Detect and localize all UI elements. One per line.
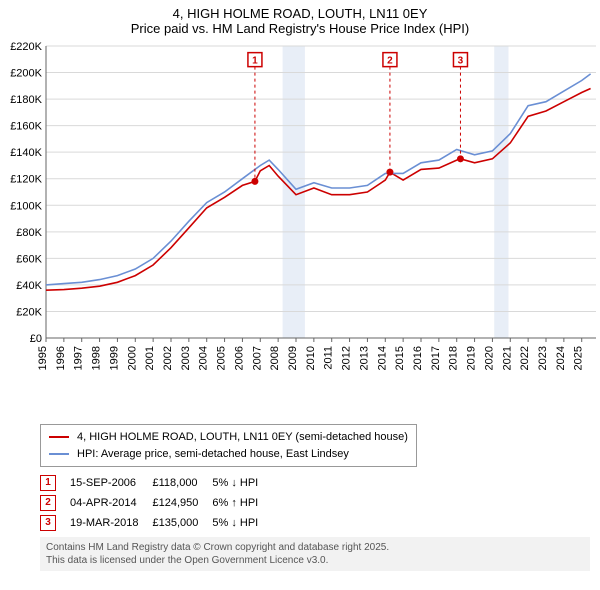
event-price: £135,000: [152, 513, 212, 533]
svg-text:2013: 2013: [358, 346, 370, 370]
svg-text:£220K: £220K: [10, 41, 42, 53]
svg-text:2005: 2005: [216, 346, 228, 370]
chart-container: 4, HIGH HOLME ROAD, LOUTH, LN11 0EY Pric…: [0, 0, 600, 590]
svg-text:2015: 2015: [394, 346, 406, 370]
event-row: 1 15-SEP-2006 £118,000 5% ↓ HPI: [40, 473, 272, 493]
svg-text:2025: 2025: [573, 346, 585, 370]
event-delta: 6% ↑ HPI: [212, 493, 272, 513]
svg-text:2012: 2012: [341, 346, 353, 370]
event-marker-3: 3: [40, 515, 56, 531]
svg-text:2018: 2018: [448, 346, 460, 370]
svg-text:£0: £0: [30, 333, 42, 345]
svg-text:£180K: £180K: [10, 94, 42, 106]
svg-text:2016: 2016: [412, 346, 424, 370]
svg-text:2006: 2006: [233, 346, 245, 370]
title-block: 4, HIGH HOLME ROAD, LOUTH, LN11 0EY Pric…: [0, 0, 600, 38]
event-date: 19-MAR-2018: [70, 513, 152, 533]
event-marker-1: 1: [40, 475, 56, 491]
svg-text:£40K: £40K: [16, 280, 42, 292]
license-notice: Contains HM Land Registry data © Crown c…: [40, 537, 590, 571]
svg-text:1999: 1999: [108, 346, 120, 370]
svg-text:2011: 2011: [323, 346, 335, 370]
event-price: £124,950: [152, 493, 212, 513]
svg-text:£20K: £20K: [16, 306, 42, 318]
svg-text:2004: 2004: [198, 346, 210, 370]
line-chart-svg: £0 £20K £40K £60K £80K £100K £120K £140K £160K £1…: [0, 38, 600, 418]
event-delta: 5% ↓ HPI: [212, 473, 272, 493]
title-subtitle: Price paid vs. HM Land Registry's House …: [0, 21, 600, 36]
svg-text:2010: 2010: [305, 346, 317, 370]
legend-item: 4, HIGH HOLME ROAD, LOUTH, LN11 0EY (sem…: [49, 429, 408, 446]
license-line: This data is licensed under the Open Gov…: [46, 554, 584, 567]
svg-text:£80K: £80K: [16, 227, 42, 239]
svg-text:2007: 2007: [251, 346, 263, 370]
svg-text:2: 2: [387, 56, 393, 67]
legend-swatch: [49, 453, 69, 455]
svg-text:1995: 1995: [37, 346, 49, 370]
svg-text:£140K: £140K: [10, 147, 42, 159]
license-line: Contains HM Land Registry data © Crown c…: [46, 541, 584, 554]
event-delta: 5% ↓ HPI: [212, 513, 272, 533]
events-table: 1 15-SEP-2006 £118,000 5% ↓ HPI 2 04-APR…: [40, 473, 590, 533]
svg-text:1996: 1996: [55, 346, 67, 370]
legend-label: 4, HIGH HOLME ROAD, LOUTH, LN11 0EY (sem…: [77, 429, 408, 446]
svg-text:2000: 2000: [126, 346, 138, 370]
svg-text:£100K: £100K: [10, 200, 42, 212]
svg-text:2019: 2019: [466, 346, 478, 370]
svg-text:2024: 2024: [555, 346, 567, 370]
svg-text:2022: 2022: [519, 346, 531, 370]
event-price: £118,000: [152, 473, 212, 493]
svg-text:2001: 2001: [144, 346, 156, 370]
svg-text:2014: 2014: [376, 346, 388, 370]
legend-item: HPI: Average price, semi-detached house,…: [49, 446, 408, 463]
svg-text:2020: 2020: [483, 346, 495, 370]
svg-text:£120K: £120K: [10, 174, 42, 186]
svg-text:£60K: £60K: [16, 253, 42, 265]
svg-text:£160K: £160K: [10, 121, 42, 133]
svg-text:3: 3: [458, 56, 464, 67]
svg-text:2021: 2021: [501, 346, 513, 370]
svg-text:1998: 1998: [91, 346, 103, 370]
event-date: 04-APR-2014: [70, 493, 152, 513]
svg-text:2009: 2009: [287, 346, 299, 370]
svg-text:1: 1: [252, 56, 258, 67]
svg-text:2003: 2003: [180, 346, 192, 370]
event-row: 2 04-APR-2014 £124,950 6% ↑ HPI: [40, 493, 272, 513]
title-address: 4, HIGH HOLME ROAD, LOUTH, LN11 0EY: [0, 6, 600, 21]
svg-text:2008: 2008: [269, 346, 281, 370]
event-row: 3 19-MAR-2018 £135,000 5% ↓ HPI: [40, 513, 272, 533]
legend-swatch: [49, 436, 69, 438]
chart-area: £0 £20K £40K £60K £80K £100K £120K £140K £160K £1…: [0, 38, 600, 418]
event-date: 15-SEP-2006: [70, 473, 152, 493]
legend: 4, HIGH HOLME ROAD, LOUTH, LN11 0EY (sem…: [40, 424, 417, 467]
svg-text:1997: 1997: [73, 346, 85, 370]
legend-label: HPI: Average price, semi-detached house,…: [77, 446, 349, 463]
svg-text:£200K: £200K: [10, 68, 42, 80]
event-marker-2: 2: [40, 495, 56, 511]
svg-text:2023: 2023: [537, 346, 549, 370]
svg-text:2002: 2002: [162, 346, 174, 370]
svg-text:2017: 2017: [430, 346, 442, 370]
